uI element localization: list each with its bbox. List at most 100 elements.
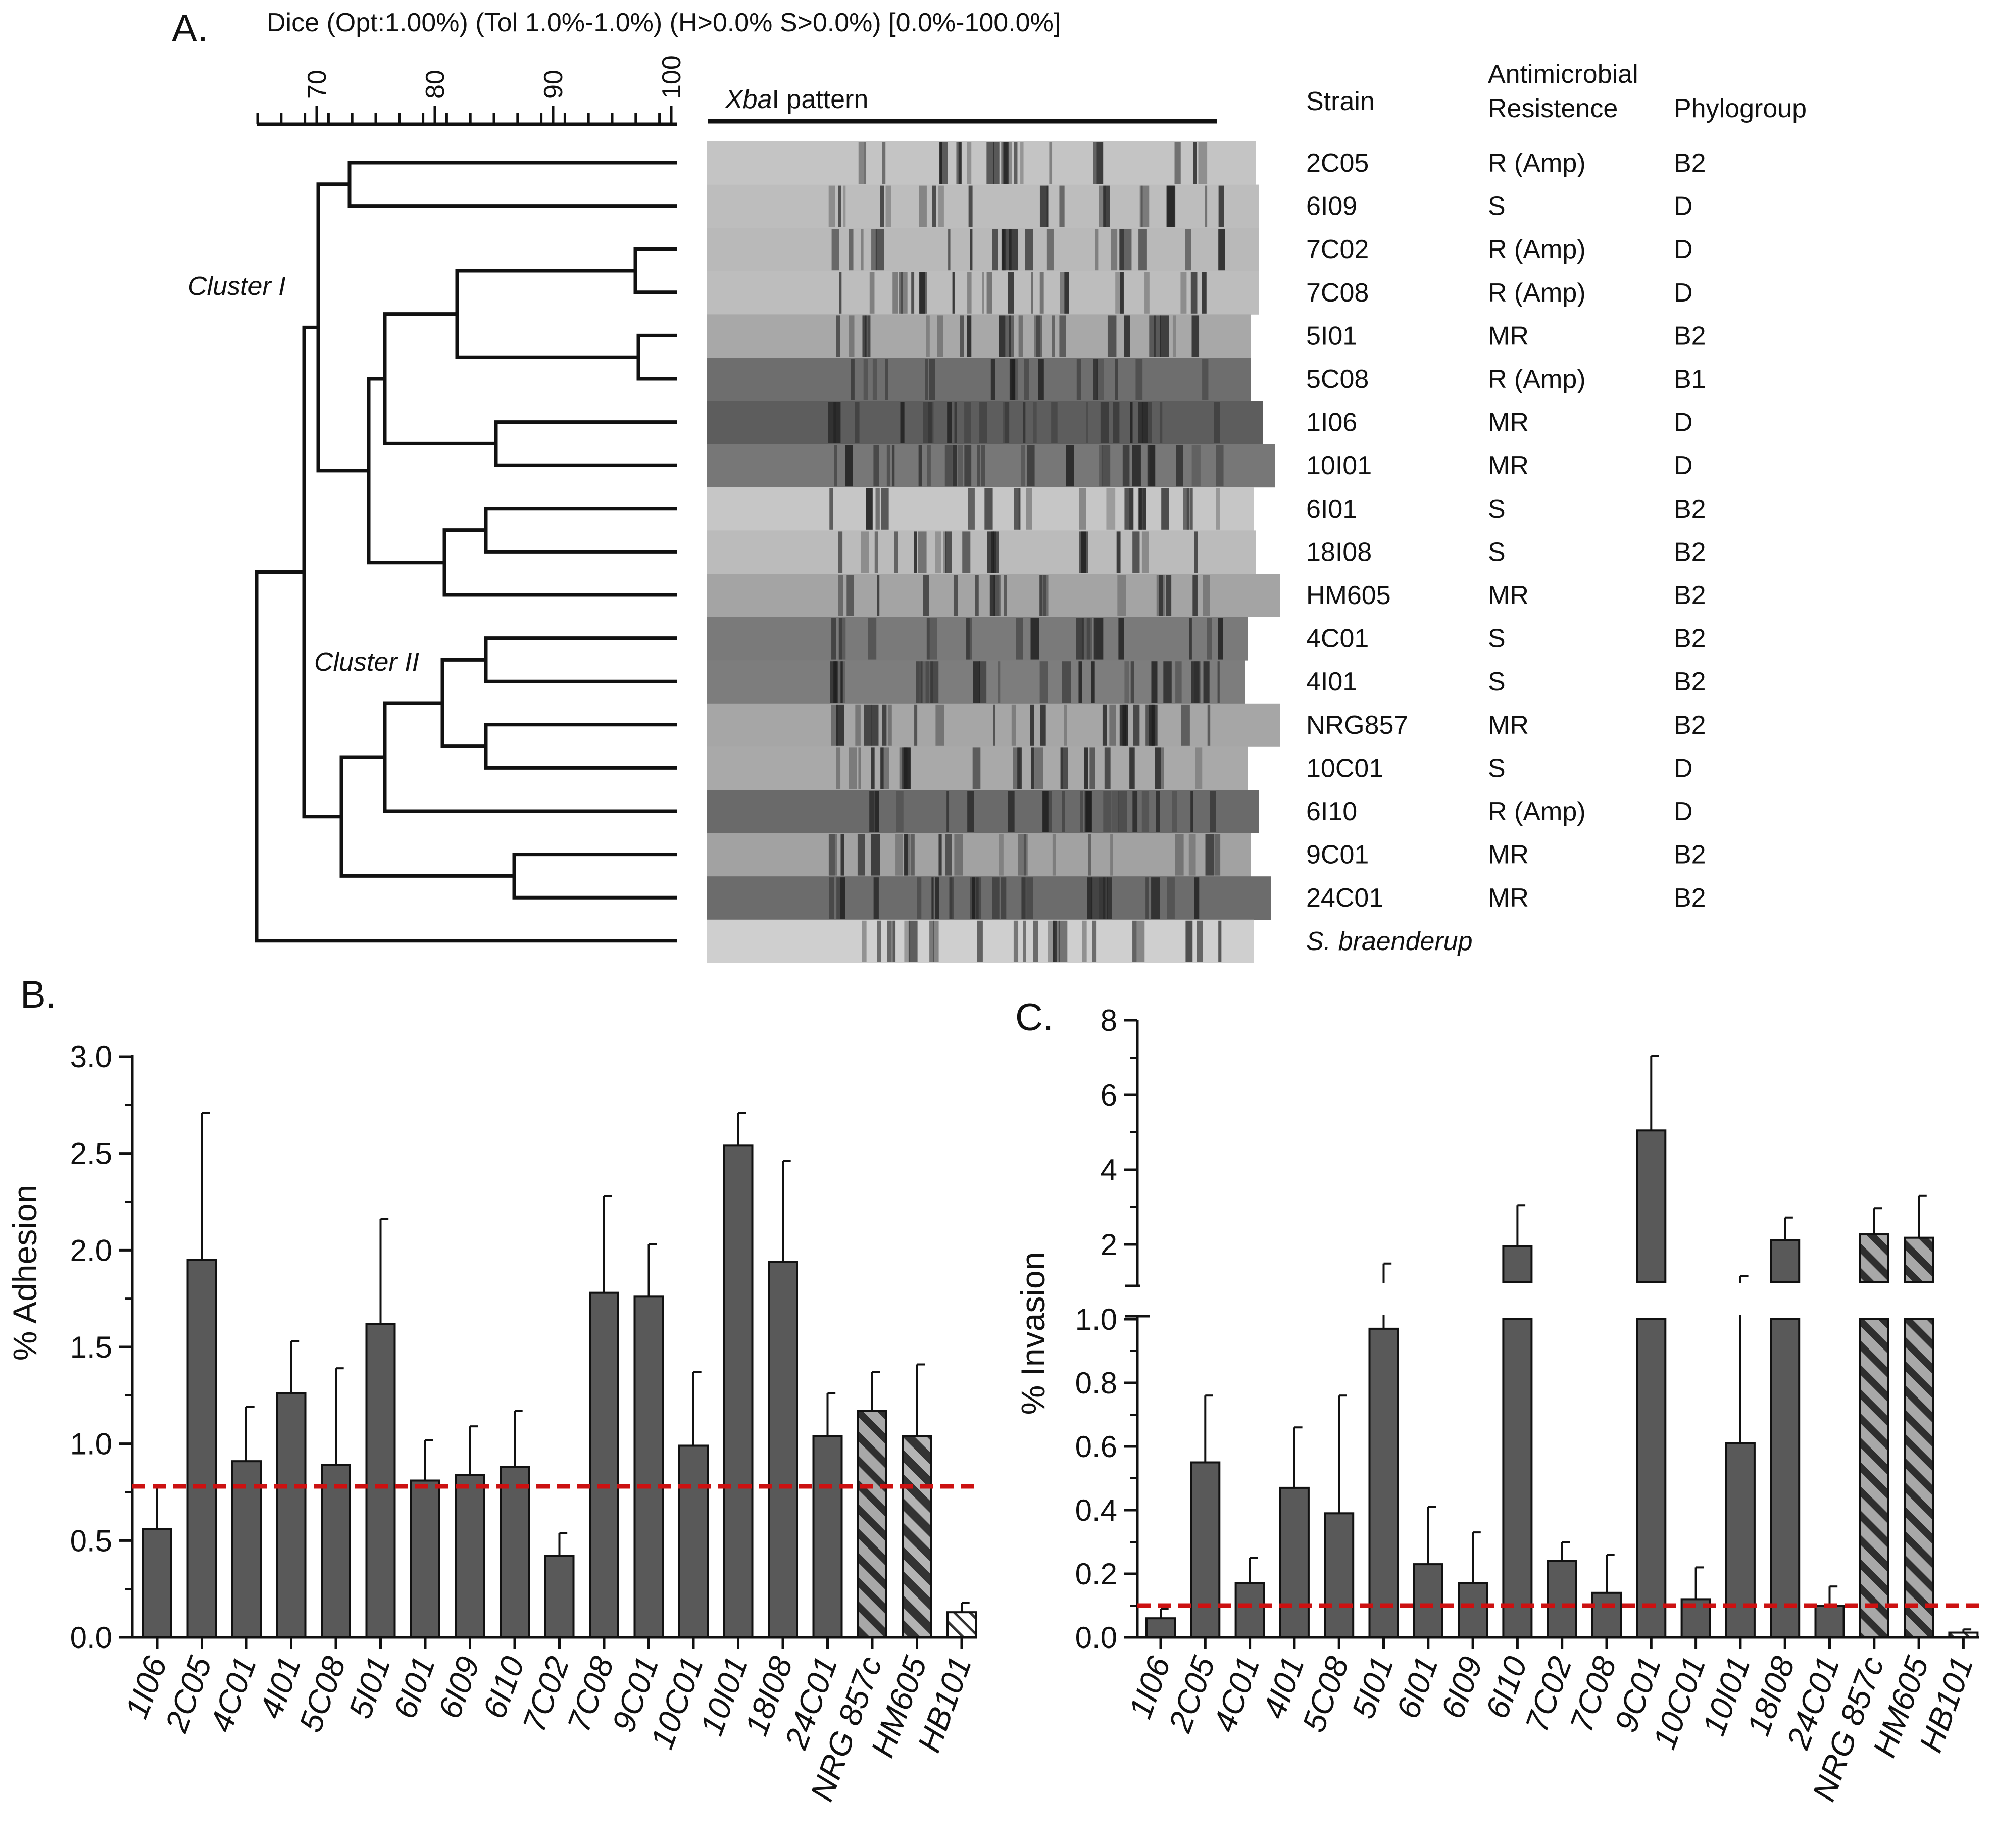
bar-7c02 [1547, 1560, 1577, 1639]
panel-a: A. Dice (Opt:1.00%) (Tol 1.0%-1.0%) (H>0… [172, 7, 1807, 963]
gel-band [855, 402, 860, 443]
gel-band [882, 704, 887, 746]
gel-band [1031, 272, 1033, 314]
gel-band [1218, 618, 1223, 660]
gel-band [829, 877, 834, 919]
y-tick-label: 1.0 [1075, 1303, 1117, 1336]
dendrogram-branch [484, 636, 677, 683]
gel-band [1207, 618, 1212, 660]
gel-band [1175, 661, 1182, 703]
gel-band [1110, 834, 1113, 876]
gel-band [982, 272, 984, 314]
gel-band [1018, 834, 1026, 876]
gel-band [918, 531, 927, 573]
col-amr-header-1: Antimicrobial [1488, 60, 1638, 89]
bar-nrg-857c [1859, 1318, 1889, 1638]
gel-band [865, 315, 867, 357]
gel-band [1138, 402, 1143, 443]
gel-band [1096, 142, 1104, 184]
gel-band [1214, 834, 1221, 876]
dendrogram-branch [494, 420, 677, 467]
gel-band [1190, 272, 1198, 314]
bar-7c08 [1591, 1591, 1622, 1639]
dendrogram [255, 161, 677, 943]
gel-band [828, 185, 835, 227]
amr-value: MR [1488, 581, 1529, 610]
gel-band [1076, 359, 1081, 400]
gel-band [881, 488, 889, 530]
gel-band [1086, 402, 1088, 443]
gel-lane [707, 530, 1256, 574]
strain-name: 7C08 [1306, 278, 1369, 308]
gel-band [1023, 402, 1026, 443]
gel-band [1026, 877, 1033, 919]
gel-band [935, 877, 939, 919]
amr-value: S [1488, 754, 1506, 783]
gel-band [977, 445, 981, 487]
y-tick-label: 0.6 [1075, 1430, 1117, 1464]
gel-band [960, 315, 964, 357]
gel-band [1161, 488, 1169, 530]
gel-band [952, 272, 955, 314]
gel-band [1078, 661, 1082, 703]
gel-band [991, 531, 999, 573]
gel-band [1084, 747, 1088, 789]
amr-value: R (Amp) [1488, 148, 1586, 178]
gel-band [1194, 531, 1198, 573]
gel-band [839, 272, 842, 314]
gel-band [1116, 531, 1121, 573]
phylogroup-value: D [1674, 451, 1693, 480]
amr-value: MR [1488, 451, 1529, 480]
strain-name: 18I08 [1306, 537, 1372, 567]
gel-band [1191, 661, 1200, 703]
bar-nrg-857c [1859, 1233, 1889, 1283]
amr-value: MR [1488, 883, 1529, 913]
dice-header: Dice (Opt:1.00%) (Tol 1.0%-1.0%) (H>0.0%… [267, 8, 1061, 37]
gel-band [1118, 791, 1127, 832]
strain-name: 5C08 [1306, 365, 1369, 394]
y-tick-label: 1.0 [70, 1427, 112, 1461]
bar-6i01 [410, 1479, 440, 1638]
gel-band [923, 402, 932, 443]
gel-band [1023, 920, 1026, 962]
gel-band [1039, 575, 1042, 616]
bar-5i01 [1368, 1327, 1399, 1638]
col-phylo-header: Phylogroup [1674, 94, 1807, 123]
gel-band [1042, 575, 1049, 616]
strain-name: 10I01 [1306, 451, 1372, 480]
strain-name: 6I01 [1306, 494, 1357, 524]
gel-band [877, 920, 881, 962]
gel-band [966, 618, 972, 660]
gel-band [1039, 661, 1048, 703]
gel-lane [707, 444, 1275, 488]
bar-6i10 [1502, 1318, 1533, 1638]
gel-band [1060, 272, 1069, 314]
gel-band [935, 704, 944, 746]
amr-value: S [1488, 537, 1506, 567]
gel-band [1124, 488, 1133, 530]
gel-band [849, 229, 854, 271]
gel-band [1030, 618, 1039, 660]
gel-band [1203, 575, 1210, 616]
gel-band [1080, 791, 1083, 832]
gel-band [1086, 791, 1092, 832]
phylogroup-value: B2 [1674, 624, 1706, 654]
gel-band [926, 618, 930, 660]
gel-band [838, 575, 843, 616]
x-tick-label: 5I01 [341, 1652, 397, 1723]
gel-band [1010, 359, 1018, 400]
gel-band [1140, 185, 1150, 227]
gel-band [1181, 704, 1190, 746]
gel-band [1013, 920, 1019, 962]
gel-band [1111, 229, 1118, 271]
gel-band [1004, 402, 1010, 443]
amr-value: S [1488, 667, 1506, 696]
strain-name: 5I01 [1306, 321, 1357, 351]
strain-name: HM605 [1306, 581, 1391, 610]
gel-band [911, 272, 915, 314]
bar-9c01 [1636, 1129, 1667, 1283]
x-tick-label: 6I09 [1434, 1652, 1489, 1723]
gel-band [1091, 877, 1099, 919]
gel-band [1052, 834, 1056, 876]
bar-1i06 [142, 1528, 172, 1638]
